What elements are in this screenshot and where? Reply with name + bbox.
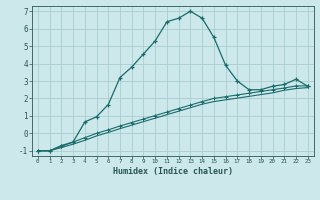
- X-axis label: Humidex (Indice chaleur): Humidex (Indice chaleur): [113, 167, 233, 176]
